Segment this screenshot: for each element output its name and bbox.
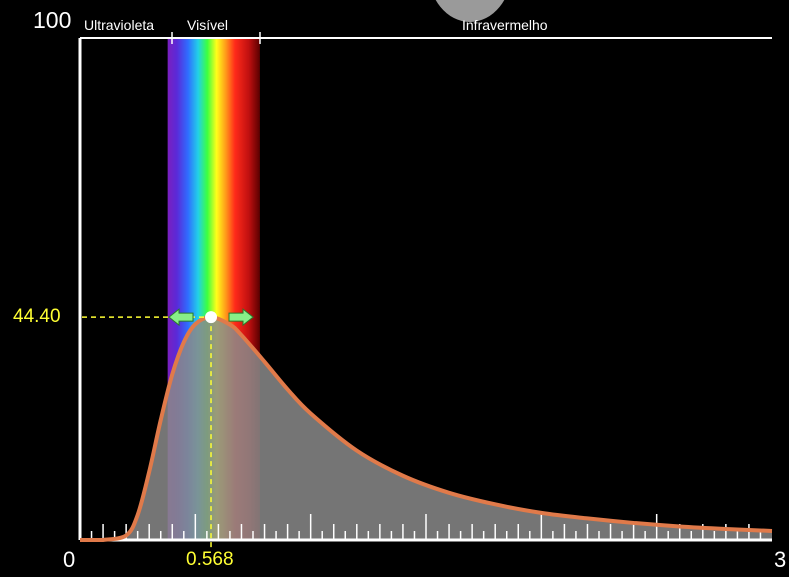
y-axis-max-label: 100 xyxy=(33,7,72,33)
peak-intensity-label: 44.40 xyxy=(13,306,61,327)
region-label-visible: Visível xyxy=(187,17,228,33)
curve-area-fill xyxy=(80,317,772,540)
peak-drag-handle[interactable] xyxy=(205,311,218,324)
region-label-infrared: Infravermelho xyxy=(462,17,548,33)
arrow-right-icon[interactable] xyxy=(228,308,254,327)
peak-wavelength-label: 0.568 xyxy=(186,549,234,570)
blackbody-curve xyxy=(80,315,773,542)
thermometer-knob[interactable] xyxy=(428,0,512,22)
x-axis-min-label: 0 xyxy=(63,547,76,572)
arrow-left-icon[interactable] xyxy=(168,308,194,327)
region-label-ultraviolet: Ultravioleta xyxy=(84,17,155,33)
x-axis-max-label: 3 xyxy=(774,547,787,572)
